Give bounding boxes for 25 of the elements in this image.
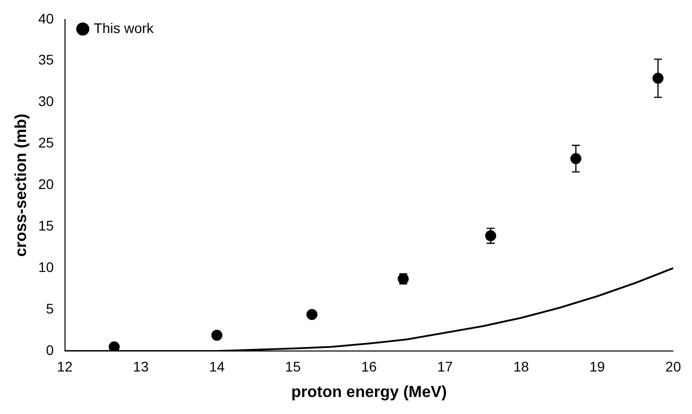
y-tick-label: 5 — [46, 300, 54, 316]
y-tick-label: 0 — [46, 342, 54, 358]
x-tick-label: 17 — [437, 358, 454, 374]
point — [108, 341, 120, 351]
legend-label: This work — [94, 20, 155, 36]
x-tick-label: 18 — [513, 358, 530, 374]
y-tick-label: 30 — [38, 93, 54, 110]
x-tick-label: 19 — [589, 358, 606, 374]
y-tick-label: 25 — [38, 134, 54, 151]
point — [570, 153, 582, 164]
x-tick-label: 16 — [361, 358, 377, 374]
x-tick-label: 15 — [285, 358, 301, 374]
x-tick-label: 20 — [665, 358, 682, 374]
y-tick-label: 15 — [38, 218, 54, 234]
x-tick-label: 12 — [56, 358, 73, 374]
x-tick-label: 14 — [209, 358, 225, 374]
point — [211, 330, 222, 341]
y-axis-title: cross-section (mb) — [13, 114, 30, 257]
x-tick-label: 13 — [133, 358, 149, 374]
y-tick-label: 10 — [38, 258, 54, 275]
point — [306, 309, 318, 320]
x-axis-title: proton energy (MeV) — [291, 384, 447, 401]
y-tick-label: 40 — [38, 10, 54, 26]
y-tick-label: 20 — [38, 176, 54, 192]
y-tick-label: 35 — [38, 52, 54, 68]
